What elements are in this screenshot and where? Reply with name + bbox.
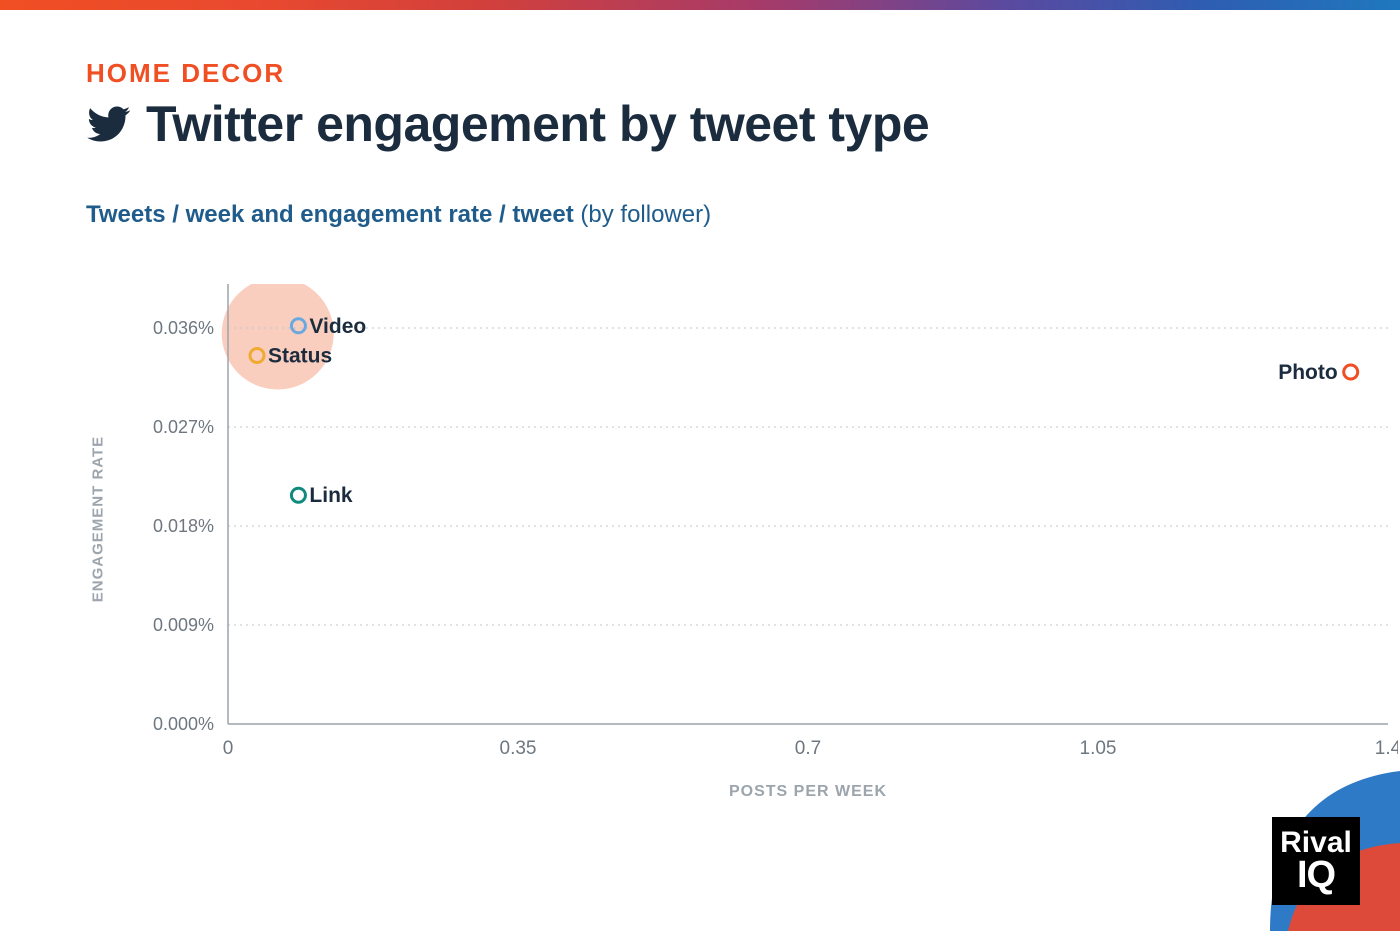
subtitle-bold: Tweets / week and engagement rate / twee…: [86, 201, 574, 228]
data-label-status: Status: [268, 345, 332, 368]
kicker-text: HOME DECOR: [86, 58, 1314, 89]
page-title: Twitter engagement by tweet type: [146, 95, 929, 153]
subtitle: Tweets / week and engagement rate / twee…: [86, 201, 1314, 229]
chart-container: 0.000% 0.009% 0.018% 0.027% 0.036% 0 0.35 0.7 1.…: [108, 284, 1398, 824]
x-tick-label: 0.7: [795, 738, 821, 759]
scatter-chart: 0.000% 0.009% 0.018% 0.027% 0.036% 0 0.35 0.7 1.…: [108, 284, 1398, 824]
twitter-icon: [86, 101, 132, 147]
y-tick-label: 0.009%: [153, 615, 214, 635]
y-tick-label: 0.018%: [153, 516, 214, 536]
rivaliq-logo: Rival IQ: [1272, 817, 1360, 905]
logo-line-1: Rival: [1280, 829, 1352, 858]
y-tick-label: 0.036%: [153, 318, 214, 338]
logo-line-2: IQ: [1297, 857, 1335, 893]
data-label-photo: Photo: [1278, 361, 1337, 384]
x-tick-label: 1.05: [1080, 738, 1117, 759]
x-tick-label: 0: [223, 738, 234, 759]
data-point-link: [291, 488, 305, 502]
data-label-link: Link: [309, 484, 352, 507]
x-axis-label: POSTS PER WEEK: [729, 783, 887, 800]
y-tick-label: 0.000%: [153, 714, 214, 734]
x-tick-label: 0.35: [500, 738, 537, 759]
x-tick-label: 1.4: [1375, 738, 1398, 759]
data-label-video: Video: [309, 315, 366, 338]
subtitle-paren: (by follower): [574, 201, 711, 228]
data-point-photo: [1344, 365, 1358, 379]
y-tick-label: 0.027%: [153, 417, 214, 437]
page-root: HOME DECOR Twitter engagement by tweet t…: [0, 0, 1400, 931]
top-gradient-bar: [0, 0, 1400, 10]
y-axis-label: ENGAGEMENT RATE: [90, 436, 107, 602]
